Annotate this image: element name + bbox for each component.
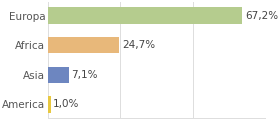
Bar — [48, 7, 242, 24]
Text: 67,2%: 67,2% — [245, 11, 278, 21]
Text: 7,1%: 7,1% — [71, 70, 97, 80]
Text: 1,0%: 1,0% — [53, 99, 80, 109]
Bar — [48, 37, 120, 53]
Bar — [48, 96, 51, 113]
Text: 24,7%: 24,7% — [122, 40, 155, 50]
Bar — [48, 67, 69, 83]
